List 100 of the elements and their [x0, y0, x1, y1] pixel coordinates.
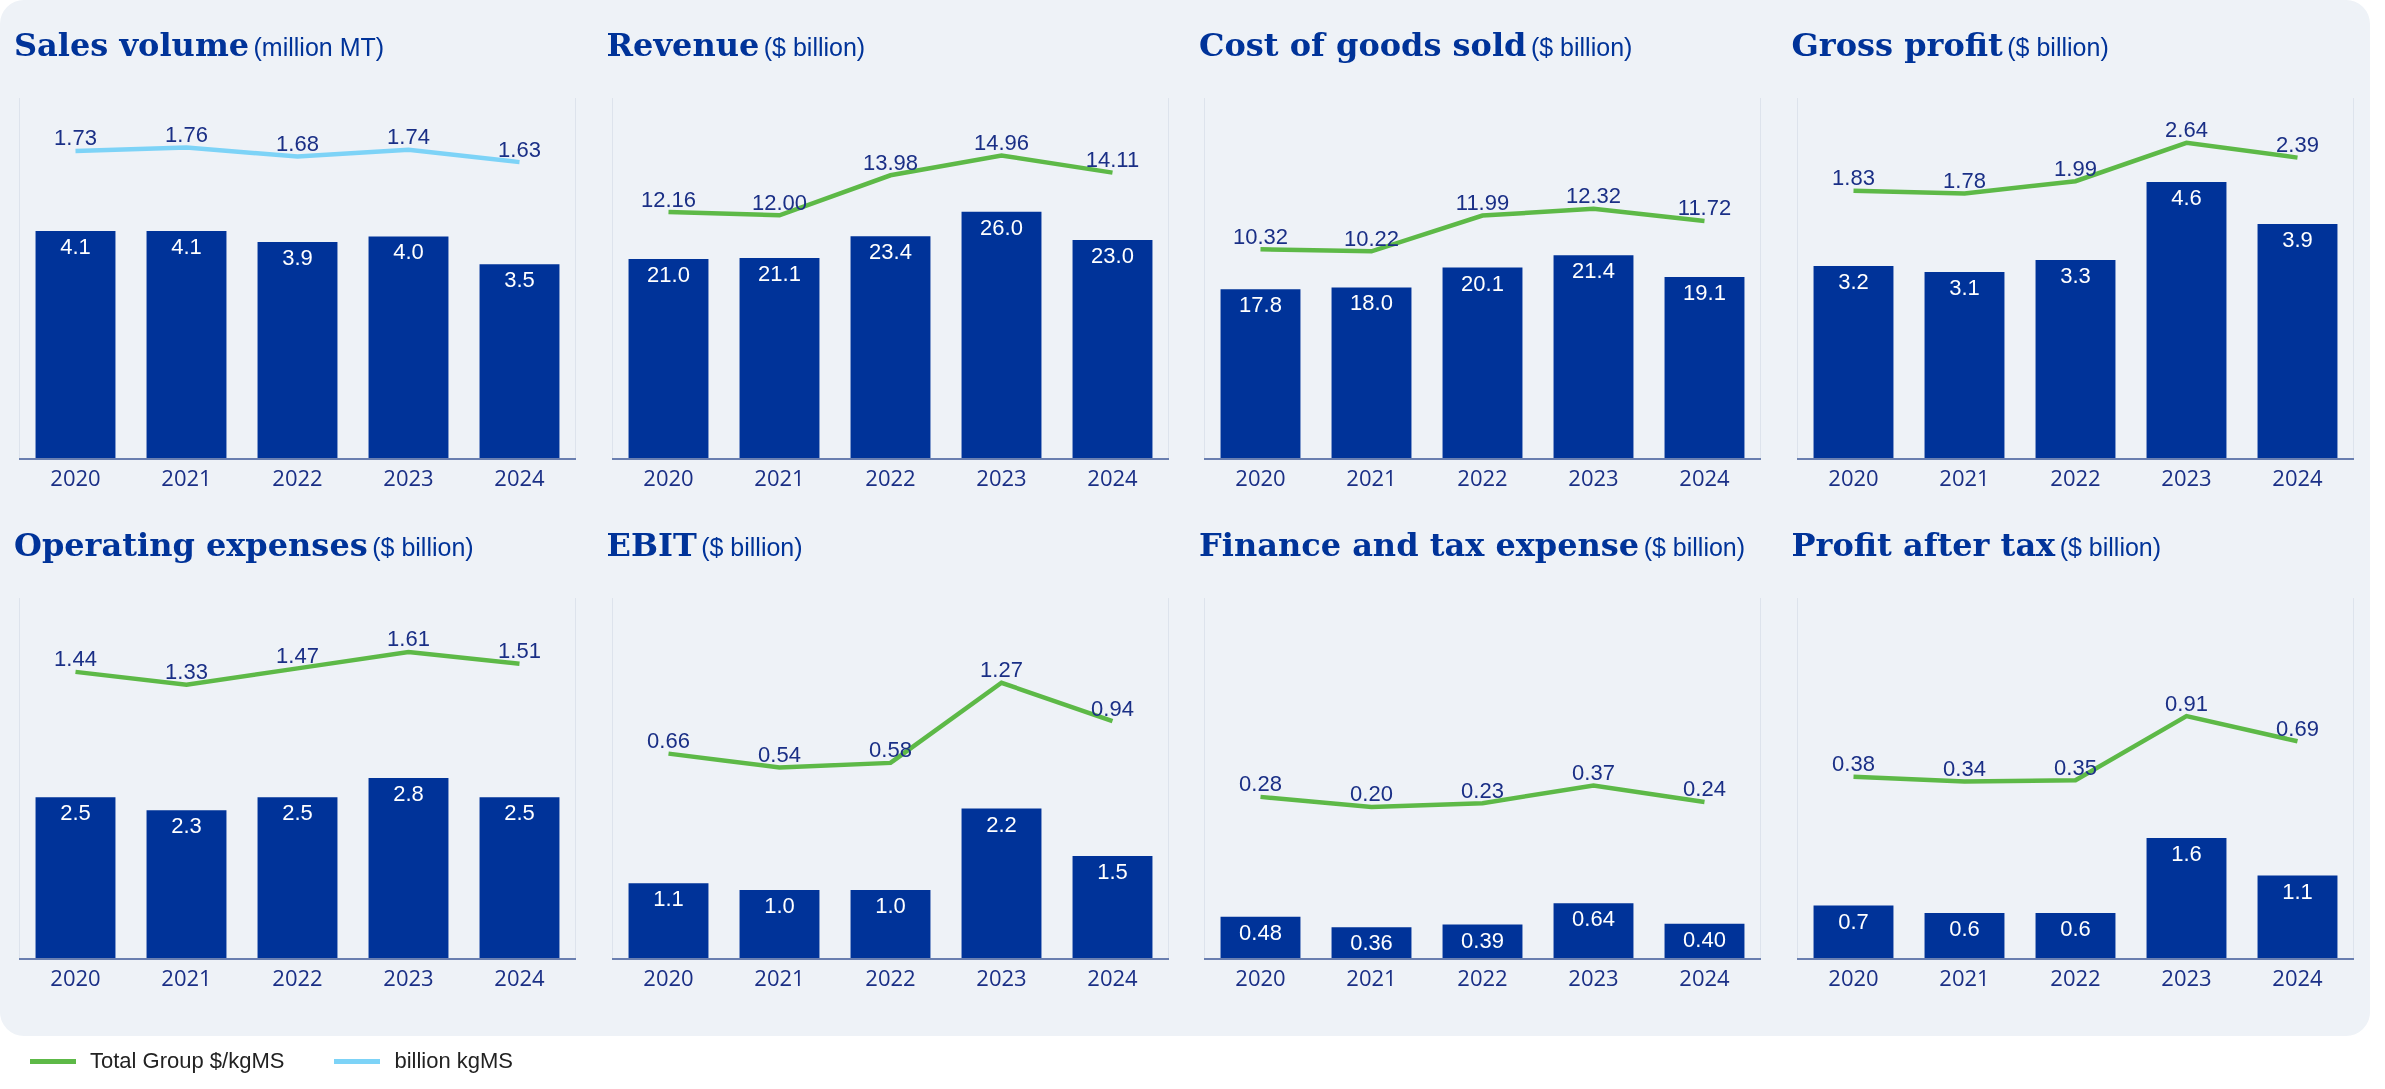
legend-label: billion kgMS [394, 1048, 514, 1074]
data-label: 0.64 [1572, 906, 1615, 932]
data-label: 4.1 [171, 233, 202, 259]
x-tick-label: 2023 [1568, 462, 1619, 493]
data-label: 2.3 [171, 813, 202, 839]
chart-subtitle: ($ billion) [2059, 533, 2162, 561]
data-label: 20.1 [1461, 270, 1504, 296]
data-label: 14.96 [973, 129, 1029, 155]
bar [1924, 913, 2004, 958]
x-tick-label: 2023 [975, 462, 1027, 493]
x-tick-label: 2024 [2271, 462, 2323, 493]
chart-title: Revenue [606, 26, 760, 64]
data-label: 1.33 [165, 659, 208, 685]
data-label: 0.6 [2059, 916, 2091, 941]
data-label: 23.0 [1090, 243, 1134, 269]
data-label: 0.66 [646, 728, 690, 754]
x-tick-label: 2022 [272, 962, 323, 993]
bar [850, 890, 930, 958]
x-tick-label: 2021 [1346, 462, 1397, 493]
data-label: 0.6 [1948, 916, 1980, 941]
x-tick-label: 2020 [1235, 462, 1286, 493]
data-label: 11.72 [1677, 195, 1732, 221]
bar [961, 808, 1041, 958]
bar [2257, 224, 2337, 458]
x-tick-label: 2024 [494, 462, 546, 493]
data-label: 0.37 [1572, 760, 1615, 786]
data-label: 1.5 [1096, 859, 1128, 885]
chart-title: Cost of goods sold [1199, 26, 1527, 64]
data-label: 2.2 [985, 811, 1017, 837]
chart-title: Finance and tax expense [1199, 526, 1640, 564]
data-label: 11.99 [1455, 190, 1510, 216]
x-tick-label: 2024 [494, 962, 546, 993]
data-label: 2.39 [2275, 132, 2319, 158]
bar [1924, 272, 2004, 458]
data-label: 23.4 [868, 239, 912, 265]
data-label: 4.0 [393, 239, 424, 265]
x-tick-label: 2020 [1827, 962, 1879, 993]
data-label: 2.5 [504, 800, 535, 826]
bar [1442, 267, 1523, 458]
chart-title: EBIT [606, 526, 697, 564]
data-label: 1.6 [2170, 841, 2202, 866]
x-tick-label: 2020 [642, 962, 694, 993]
bar [1331, 287, 1412, 458]
data-label: 1.76 [165, 122, 208, 147]
data-label: 14.11 [1085, 147, 1139, 173]
data-label: 10.22 [1343, 225, 1400, 251]
data-label: 4.1 [60, 233, 91, 259]
x-tick-label: 2022 [272, 462, 323, 493]
x-tick-label: 2020 [50, 962, 101, 993]
x-tick-label: 2024 [2271, 962, 2323, 993]
data-label: 21.4 [1572, 258, 1615, 284]
data-label: 0.48 [1239, 919, 1282, 945]
data-label: 2.64 [2164, 117, 2208, 143]
x-tick-label: 2022 [864, 462, 916, 493]
bar [1813, 905, 1893, 958]
x-tick-label: 2021 [753, 462, 805, 493]
data-label: 0.34 [1942, 755, 1986, 781]
data-label: 1.0 [874, 893, 906, 919]
chart-subtitle: (million MT) [253, 33, 385, 61]
data-label: 1.78 [1942, 168, 1986, 194]
data-label: 17.8 [1239, 292, 1282, 318]
data-label: 0.28 [1239, 771, 1282, 797]
data-label: 3.2 [1837, 269, 1869, 294]
data-label: 0.69 [2275, 715, 2319, 741]
data-label: 1.74 [387, 124, 430, 150]
data-label: 1.83 [1831, 165, 1875, 191]
data-label: 1.44 [54, 646, 97, 672]
data-label: 0.94 [1090, 695, 1134, 721]
chart-title: Operating expenses [14, 526, 368, 564]
x-tick-label: 2020 [1235, 962, 1286, 993]
data-label: 1.0 [763, 893, 795, 919]
data-label: 12.32 [1565, 183, 1622, 209]
x-tick-label: 2021 [1938, 462, 1990, 493]
chart-subtitle: ($ billion) [1643, 533, 1746, 561]
bar [2146, 182, 2226, 458]
x-tick-label: 2024 [1086, 462, 1138, 493]
data-label: 4.6 [2170, 185, 2202, 210]
x-tick-label: 2021 [161, 462, 212, 493]
chart-title: Gross profit [1791, 26, 2003, 64]
data-label: 0.20 [1350, 781, 1393, 807]
data-label: 3.3 [2059, 263, 2091, 288]
x-tick-label: 2023 [975, 962, 1027, 993]
bar [1072, 856, 1152, 958]
data-label: 0.39 [1461, 927, 1504, 953]
data-label: 1.47 [276, 642, 319, 668]
x-tick-label: 2023 [1568, 962, 1619, 993]
bar [1553, 255, 1634, 458]
data-label: 10.32 [1232, 223, 1289, 249]
data-label: 21.1 [757, 261, 801, 287]
x-tick-label: 2022 [1457, 962, 1508, 993]
bar [2257, 875, 2337, 958]
data-label: 0.7 [1837, 908, 1869, 934]
data-label: 12.16 [640, 186, 696, 212]
data-label: 3.1 [1948, 275, 1980, 300]
chart-title: Sales volume [14, 26, 250, 64]
bar [1813, 266, 1893, 458]
x-tick-label: 2022 [864, 962, 916, 993]
chart-subtitle: ($ billion) [763, 33, 866, 61]
data-label: 3.9 [2281, 227, 2313, 252]
x-tick-label: 2020 [1827, 462, 1879, 493]
